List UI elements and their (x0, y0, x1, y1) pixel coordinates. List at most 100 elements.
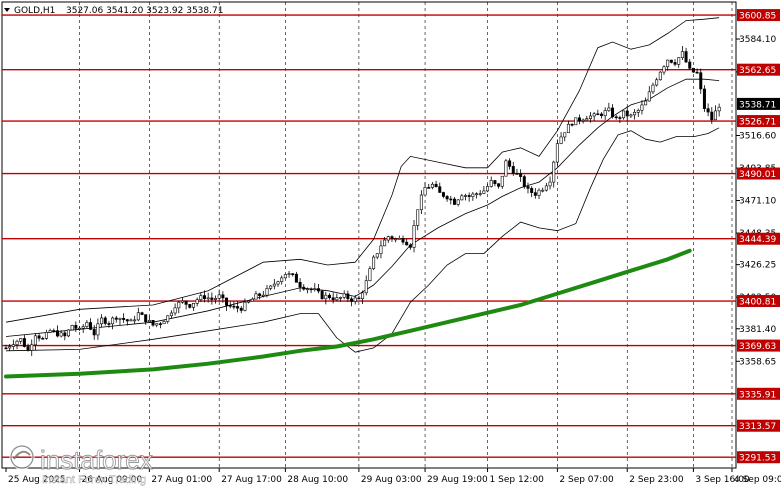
plot-frame (1, 1, 737, 469)
level-label: 3600.85 (737, 9, 780, 22)
candle (515, 169, 519, 175)
candle (655, 77, 659, 87)
candle (324, 291, 328, 305)
candle (596, 109, 600, 116)
x-tick-label: 4 Sep 09:00 (734, 475, 781, 485)
candle (401, 235, 405, 245)
candle (41, 336, 45, 340)
moving-average-line (4, 248, 692, 379)
candle (592, 112, 596, 122)
candle (350, 296, 354, 307)
candle (122, 313, 126, 323)
candle (691, 67, 695, 73)
candle (644, 97, 648, 106)
candle (364, 275, 368, 296)
y-tick-label: 3426.25 (739, 261, 776, 271)
candle (22, 334, 26, 348)
candle (581, 118, 585, 124)
candle (177, 300, 181, 314)
candle (669, 59, 673, 64)
watermark-tagline: Instant Forex Trading (42, 474, 146, 486)
level-label-text: 3444.39 (739, 235, 776, 245)
candle (478, 189, 482, 197)
level-label: 3400.81 (737, 295, 780, 308)
candle (688, 58, 692, 70)
instaforex-logo-icon (9, 444, 35, 470)
candle (15, 339, 19, 350)
candle (445, 194, 449, 202)
candle (636, 108, 640, 117)
x-tick-label: 29 Aug 03:00 (361, 475, 422, 485)
x-tick-label: 2 Sep 07:00 (559, 475, 614, 485)
candle (397, 235, 401, 240)
candle (199, 292, 203, 303)
candle (695, 68, 699, 74)
candle (482, 185, 486, 195)
candle (390, 235, 394, 242)
candle (305, 287, 309, 294)
candle (133, 315, 137, 324)
price-axis: 3584.103561.113516.603493.853471.103448.… (736, 35, 776, 367)
candle (497, 183, 501, 189)
level-label-text: 3291.53 (739, 454, 776, 464)
time-axis: 25 Aug 2025 26 Aug 09:00 27 Aug 01:00 27 Au… (5, 468, 781, 485)
level-label: 3335.91 (737, 387, 780, 400)
candle (508, 158, 512, 170)
candle (169, 310, 173, 319)
candle (416, 209, 420, 231)
candle (383, 236, 387, 247)
y-tick-label: 3358.65 (739, 357, 776, 367)
candle (239, 306, 243, 314)
candle (151, 320, 155, 327)
middle-band-line (5, 78, 720, 337)
x-tick-label: 1 Sep 12:00 (490, 475, 545, 485)
candle (173, 303, 177, 316)
candle (622, 110, 626, 120)
candle (195, 297, 199, 307)
candle (302, 284, 306, 291)
candle (471, 191, 475, 201)
candle (419, 190, 423, 215)
candle (298, 278, 302, 293)
candle (89, 318, 93, 331)
level-label-text: 3400.81 (739, 298, 776, 308)
candle (265, 284, 269, 298)
grid-lines (1, 1, 737, 469)
candle (339, 296, 343, 302)
candle (258, 292, 262, 300)
candle (342, 290, 346, 300)
current-price-label: 3538.71 (737, 97, 780, 110)
candle (309, 287, 313, 293)
candle (357, 295, 361, 300)
candle (353, 294, 357, 305)
candle (140, 311, 144, 315)
candle (647, 86, 651, 102)
level-label: 3526.71 (737, 115, 780, 128)
candle (228, 301, 232, 309)
candle (85, 319, 89, 329)
candle (52, 328, 56, 333)
horizontal-levels (2, 14, 736, 458)
x-tick-label: 25 Aug 2025 (8, 475, 66, 485)
candle (603, 107, 607, 121)
candle (438, 182, 442, 193)
level-label-text: 3490.01 (739, 170, 776, 180)
candle (214, 295, 218, 304)
candle (261, 290, 265, 298)
candle (313, 283, 317, 292)
candle (680, 46, 684, 60)
candle (386, 235, 390, 243)
candle (250, 297, 254, 302)
candle (500, 175, 504, 189)
candle (294, 271, 298, 283)
watermark-brand: instaforex (40, 445, 153, 475)
collapse-triangle-icon[interactable] (4, 8, 10, 12)
candle (441, 191, 445, 199)
candle (78, 326, 82, 331)
candle (155, 323, 159, 328)
candle (254, 290, 258, 300)
candle (372, 255, 376, 271)
candle (63, 330, 67, 341)
chart-header: GOLD,H1 3527.06 3541.20 3523.92 3538.71 (4, 6, 223, 16)
candle (452, 197, 456, 205)
